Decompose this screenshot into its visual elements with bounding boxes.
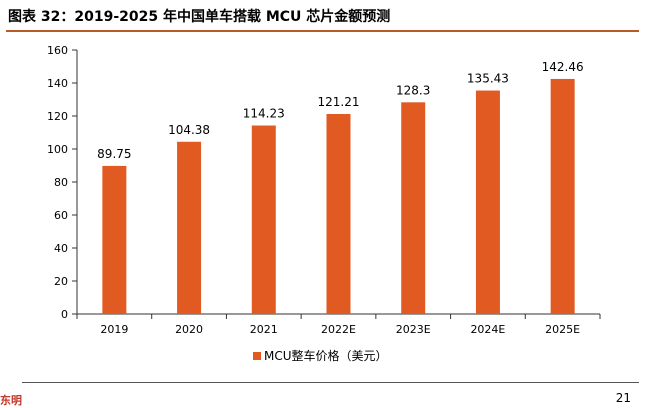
y-tick-label: 140 (47, 77, 68, 90)
y-tick-label: 160 (47, 44, 68, 57)
bar (251, 125, 276, 314)
data-label: 135.43 (467, 72, 509, 86)
title-divider (6, 30, 639, 32)
y-axis: 0 20 40 60 80 100 120 140 160 (47, 44, 78, 321)
legend: MCU整车价格（美元） (253, 348, 388, 363)
legend-label: MCU整车价格（美元） (264, 348, 388, 363)
x-tick-label: 2021 (250, 323, 278, 336)
y-tick-label: 20 (54, 275, 68, 288)
chart-title: 图表 32：2019-2025 年中国单车搭载 MCU 芯片金额预测 (8, 9, 391, 25)
x-tick-label: 2019 (100, 323, 128, 336)
footer-brand-text: 东明 (0, 394, 22, 407)
x-axis: 2019 2020 2021 2022E 2023E 2024E 2025E (76, 313, 601, 336)
bar (177, 141, 202, 314)
bar (401, 102, 426, 315)
y-tick-label: 80 (54, 176, 68, 189)
bar (475, 90, 500, 314)
y-tick-label: 100 (47, 143, 68, 156)
page-number: 21 (615, 391, 631, 405)
bar (550, 78, 575, 314)
y-tick-label: 60 (54, 209, 68, 222)
x-tick-label: 2025E (545, 323, 580, 336)
bars (102, 78, 575, 315)
data-label: 104.38 (168, 123, 210, 137)
y-tick-label: 120 (47, 110, 68, 123)
x-tick-label: 2023E (396, 323, 431, 336)
data-label: 89.75 (97, 147, 131, 161)
bar (102, 165, 127, 314)
data-label: 121.21 (318, 95, 360, 109)
bar (326, 114, 351, 314)
footer-divider (22, 382, 639, 383)
data-labels: 89.75 104.38 114.23 121.21 128.3 135.43 142.46 (97, 60, 583, 161)
x-tick-label: 2020 (175, 323, 203, 336)
data-label: 142.46 (542, 60, 584, 74)
x-tick-label: 2024E (470, 323, 505, 336)
y-tick-label: 40 (54, 242, 68, 255)
y-tick-label: 0 (61, 308, 68, 321)
legend-swatch (253, 352, 261, 360)
data-label: 128.3 (396, 83, 430, 97)
x-tick-label: 2022E (321, 323, 356, 336)
data-label: 114.23 (243, 107, 285, 121)
